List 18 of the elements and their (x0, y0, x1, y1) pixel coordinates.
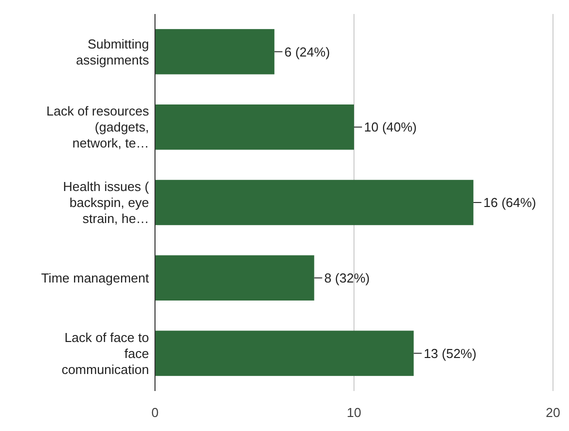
bar (155, 29, 274, 74)
data-label: 13 (52%) (424, 346, 476, 361)
data-label: 10 (40%) (364, 120, 417, 135)
bar (155, 180, 474, 226)
y-tick-label: Health issues ( backspin, eye strain, he… (63, 179, 150, 226)
x-tick-label: 10 (346, 405, 362, 420)
data-label: 6 (24%) (284, 44, 330, 60)
y-tick-label: Lack of face to face communication (62, 330, 149, 377)
y-tick-label: Submitting assignments (76, 36, 150, 68)
x-tick-label: 20 (546, 405, 560, 420)
data-label: 16 (64%) (483, 195, 536, 210)
bar (155, 104, 354, 150)
bar (155, 330, 414, 376)
data-label: 8 (32%) (324, 270, 370, 286)
bar (155, 255, 314, 301)
y-tick-label: Lack of resources (gadgets, network, te… (46, 104, 150, 151)
x-tick-label: 0 (151, 405, 159, 420)
y-tick-label: Time management (41, 270, 150, 286)
